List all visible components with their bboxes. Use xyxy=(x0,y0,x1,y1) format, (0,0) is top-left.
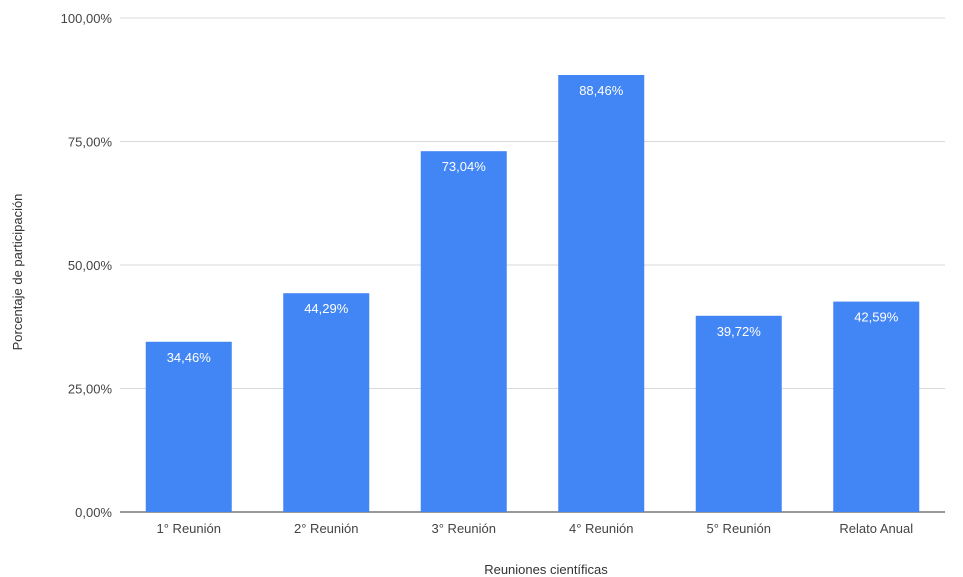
x-tick-label: Relato Anual xyxy=(839,521,913,536)
y-tick-label: 50,00% xyxy=(68,258,113,273)
bar xyxy=(558,75,645,512)
bars xyxy=(145,75,920,512)
y-axis-ticks: 0,00% 25,00% 50,00% 75,00% 100,00% xyxy=(61,11,113,520)
bar-value-label: 39,72% xyxy=(717,324,762,339)
bar-value-label: 44,29% xyxy=(304,301,349,316)
bar xyxy=(695,315,782,512)
bar xyxy=(833,301,920,512)
bar-value-label: 88,46% xyxy=(579,83,624,98)
bar-value-label: 42,59% xyxy=(854,310,899,325)
x-tick-label: 1° Reunión xyxy=(157,521,221,536)
y-tick-label: 25,00% xyxy=(68,382,113,397)
x-tick-label: 2° Reunión xyxy=(294,521,358,536)
bar xyxy=(420,151,507,512)
y-tick-label: 75,00% xyxy=(68,135,113,150)
x-axis-ticks: 1° Reunión 2° Reunión 3° Reunión 4° Reunión… xyxy=(157,521,914,536)
bar-value-label: 34,46% xyxy=(167,350,212,365)
bar xyxy=(145,341,232,512)
x-tick-label: 5° Reunión xyxy=(707,521,771,536)
y-tick-label: 100,00% xyxy=(61,11,113,26)
bar-value-label: 73,04% xyxy=(442,159,487,174)
grid-lines xyxy=(120,17,945,513)
y-axis-title: Porcentaje de participación xyxy=(10,194,25,351)
x-axis-title: Reuniones científicas xyxy=(484,562,608,577)
x-tick-label: 3° Reunión xyxy=(432,521,496,536)
y-tick-label: 0,00% xyxy=(75,505,112,520)
bar xyxy=(283,293,370,512)
data-labels: 34,46% 44,29% 73,04% 88,46% 39,72% 42,59% xyxy=(167,83,899,365)
x-tick-label: 4° Reunión xyxy=(569,521,633,536)
